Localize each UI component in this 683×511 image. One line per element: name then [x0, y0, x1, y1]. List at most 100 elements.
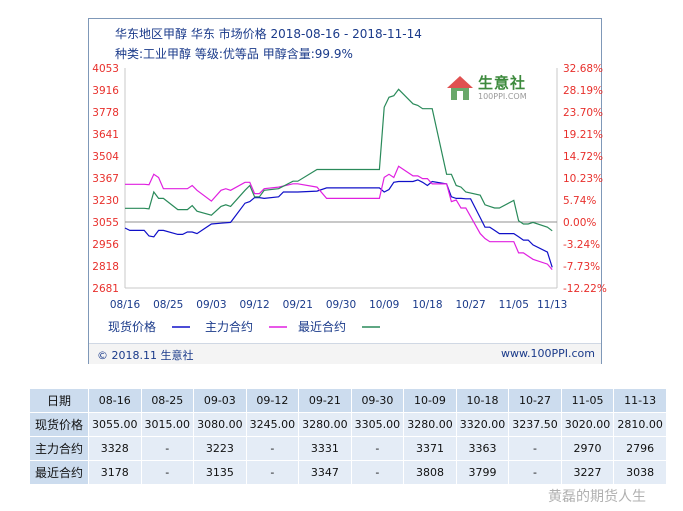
x-tick-label: 08/16 — [110, 299, 141, 311]
table-cell: - — [245, 460, 300, 485]
x-tick-label: 10/09 — [369, 299, 399, 311]
table-cell: 3038 — [613, 460, 667, 485]
y-right-tick-label: 19.21% — [563, 129, 603, 141]
x-tick-label: 10/27 — [455, 299, 485, 311]
table-cell: - — [245, 436, 300, 461]
series-line-1 — [124, 179, 553, 268]
site-link[interactable]: www.100PPI.com — [501, 347, 595, 360]
y-left-tick-label: 3230 — [92, 195, 119, 207]
y-right-tick-label: -3.24% — [563, 239, 600, 251]
table-cell: 3280.00 — [403, 412, 457, 437]
legend-label: 最近合约 — [298, 319, 346, 334]
table-cell: 08-25 — [140, 388, 195, 413]
table-cell: 3363 — [455, 436, 510, 461]
legend-label: 主力合约 — [205, 319, 253, 334]
table-cell: 2810.00 — [613, 412, 667, 437]
legend-label: 现货价格 — [108, 319, 156, 334]
table-cell: 3799 — [455, 460, 510, 485]
table-cell: - — [140, 436, 195, 461]
brand-name: 生意社 — [478, 74, 527, 92]
y-left-tick-label: 2818 — [92, 261, 119, 273]
y-right-tick-label: 5.74% — [563, 195, 596, 207]
chart-footer: © 2018.11 生意社 www.100PPI.com — [89, 343, 601, 364]
x-tick-label: 09/21 — [283, 299, 313, 311]
author-watermark: 黄磊的期货人生 — [548, 489, 646, 505]
table-cell: 09-03 — [193, 388, 247, 413]
table-cell: 2970 — [560, 436, 615, 461]
chart-panel — [88, 18, 602, 364]
row-label: 最近合约 — [29, 460, 89, 485]
table-cell: 3055.00 — [88, 412, 142, 437]
table-cell: - — [140, 460, 195, 485]
y-right-tick-label: -12.22% — [563, 283, 607, 295]
x-tick-label: 10/18 — [412, 299, 442, 311]
table-cell: 3015.00 — [140, 412, 195, 437]
y-left-tick-label: 3641 — [92, 129, 119, 141]
y-left-tick-label: 3055 — [92, 217, 119, 229]
y-left-tick-label: 3916 — [92, 85, 119, 97]
y-left-tick-label: 3778 — [92, 107, 119, 119]
y-left-tick-label: 3504 — [92, 151, 119, 163]
price-chart: 4053 32.68% 3916 28.19% 3778 23.70% 3641 19.21%… — [92, 63, 607, 334]
table-cell: 09-12 — [245, 388, 300, 413]
table-cell: 3223 — [193, 436, 247, 461]
table-row: 最近合约 3178-3135-3347-3808 3799-3227 3038 — [29, 460, 667, 485]
table-cell: 3227 — [560, 460, 615, 485]
house-logo-icon — [447, 76, 473, 100]
table-cell: 10-27 — [508, 388, 562, 413]
row-label: 现货价格 — [29, 412, 89, 437]
table-cell: 11-05 — [560, 388, 615, 413]
table-cell: 10-18 — [455, 388, 510, 413]
y-right-tick-label: 23.70% — [563, 107, 603, 119]
table-cell: 3328 — [88, 436, 142, 461]
brand-url: 100PPI.COM — [478, 92, 527, 101]
table-cell: 3320.00 — [455, 412, 510, 437]
x-tick-label: 08/25 — [153, 299, 183, 311]
price-table: 日期 08-16 08-25 09-03 09-12 09-21 09-30 10-09 10-… — [29, 388, 667, 485]
y-left-tick-label: 3367 — [92, 173, 119, 185]
table-cell: - — [508, 460, 562, 485]
y-right-tick-label: 10.23% — [563, 173, 603, 185]
table-cell: 3020.00 — [560, 412, 615, 437]
series-line-2 — [125, 165, 553, 270]
row-label: 日期 — [29, 388, 89, 413]
y-left-tick-label: 4053 — [92, 63, 119, 75]
y-right-tick-label: 0.00% — [563, 217, 596, 229]
y-right-tick-label: 14.72% — [563, 151, 603, 163]
table-cell: 10-09 — [403, 388, 457, 413]
table-cell: - — [508, 436, 562, 461]
table-cell: 08-16 — [88, 388, 142, 413]
x-tick-label: 11/13 — [537, 299, 567, 311]
x-tick-label: 09/30 — [326, 299, 356, 311]
x-tick-label: 09/03 — [196, 299, 226, 311]
table-cell: 3305.00 — [350, 412, 405, 437]
y-right-tick-label: 28.19% — [563, 85, 603, 97]
table-cell: 3331 — [298, 436, 352, 461]
table-header-row: 日期 08-16 08-25 09-03 09-12 09-21 09-30 10-09 10-… — [29, 388, 667, 413]
y-right-tick-label: 32.68% — [563, 63, 603, 75]
table-row: 主力合约 3328-3223-3331-3371 3363-2970 2796 — [29, 436, 667, 461]
table-cell: 2796 — [613, 436, 667, 461]
series-line-3 — [125, 88, 553, 232]
x-tick-label: 09/12 — [239, 299, 269, 311]
table-cell: 3245.00 — [245, 412, 300, 437]
table-cell: - — [350, 436, 405, 461]
table-row: 现货价格 3055.00 3015.00 3080.00 3245.00 3280.00 3… — [29, 412, 667, 437]
y-left-tick-label: 2956 — [92, 239, 119, 251]
table-cell: 3347 — [298, 460, 352, 485]
brand-watermark: 生意社 100PPI.COM — [446, 72, 556, 106]
table-cell: 3080.00 — [193, 412, 247, 437]
y-right-tick-label: -7.73% — [563, 261, 600, 273]
y-left-tick-label: 2681 — [92, 283, 119, 295]
table-cell: 3178 — [88, 460, 142, 485]
table-cell: - — [350, 460, 405, 485]
table-cell: 09-21 — [298, 388, 352, 413]
x-tick-label: 11/05 — [499, 299, 529, 311]
chart-title: 华东地区甲醇 华东 市场价格 2018-08-16 - 2018-11-14 — [115, 27, 422, 41]
row-label: 主力合约 — [29, 436, 89, 461]
table-cell: 3371 — [403, 436, 457, 461]
copyright-text: © 2018.11 生意社 — [97, 349, 194, 362]
table-cell: 3808 — [403, 460, 457, 485]
table-cell: 11-13 — [613, 388, 667, 413]
table-cell: 09-30 — [350, 388, 405, 413]
